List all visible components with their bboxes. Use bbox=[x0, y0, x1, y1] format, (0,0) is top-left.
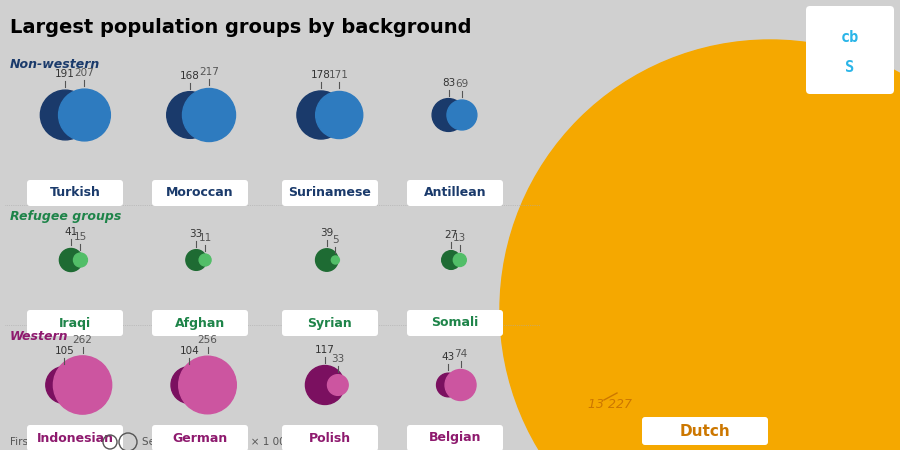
Text: Moroccan: Moroccan bbox=[166, 186, 234, 199]
FancyBboxPatch shape bbox=[282, 310, 378, 336]
Text: Surinamese: Surinamese bbox=[289, 186, 372, 199]
FancyBboxPatch shape bbox=[642, 417, 768, 445]
Text: 207: 207 bbox=[75, 68, 94, 78]
Circle shape bbox=[53, 356, 112, 414]
Text: Belgian: Belgian bbox=[428, 432, 482, 445]
Text: 105: 105 bbox=[54, 346, 74, 356]
Circle shape bbox=[171, 367, 208, 403]
Text: German: German bbox=[173, 432, 228, 445]
Text: 74: 74 bbox=[454, 348, 467, 359]
Circle shape bbox=[166, 92, 213, 138]
FancyBboxPatch shape bbox=[152, 425, 248, 450]
Circle shape bbox=[199, 254, 212, 266]
Circle shape bbox=[316, 249, 338, 271]
Text: Second-generation   × 1 000: Second-generation × 1 000 bbox=[142, 437, 292, 447]
FancyBboxPatch shape bbox=[407, 180, 503, 206]
Circle shape bbox=[454, 253, 466, 266]
FancyBboxPatch shape bbox=[407, 425, 503, 450]
Circle shape bbox=[432, 99, 465, 131]
FancyBboxPatch shape bbox=[282, 425, 378, 450]
Text: 39: 39 bbox=[320, 228, 333, 238]
Circle shape bbox=[447, 100, 477, 130]
Text: Syrian: Syrian bbox=[308, 316, 353, 329]
Text: S: S bbox=[845, 60, 855, 75]
Circle shape bbox=[58, 89, 111, 141]
Circle shape bbox=[46, 367, 83, 404]
Text: 41: 41 bbox=[64, 227, 77, 238]
Circle shape bbox=[297, 91, 345, 139]
Circle shape bbox=[59, 248, 83, 271]
FancyBboxPatch shape bbox=[27, 180, 123, 206]
FancyBboxPatch shape bbox=[806, 6, 894, 94]
Text: 33: 33 bbox=[331, 354, 345, 364]
Circle shape bbox=[446, 369, 476, 400]
Text: Western: Western bbox=[10, 330, 68, 343]
Circle shape bbox=[442, 251, 461, 270]
Text: 191: 191 bbox=[55, 69, 76, 79]
Text: Dutch: Dutch bbox=[680, 423, 731, 438]
Text: Refugee groups: Refugee groups bbox=[10, 210, 122, 223]
Circle shape bbox=[74, 253, 87, 267]
FancyBboxPatch shape bbox=[27, 310, 123, 336]
Circle shape bbox=[500, 40, 900, 450]
Text: 15: 15 bbox=[74, 232, 87, 242]
Text: Polish: Polish bbox=[309, 432, 351, 445]
FancyBboxPatch shape bbox=[27, 425, 123, 450]
FancyBboxPatch shape bbox=[152, 310, 248, 336]
Text: 69: 69 bbox=[455, 79, 469, 89]
Circle shape bbox=[331, 256, 339, 264]
Text: Turkish: Turkish bbox=[50, 186, 101, 199]
Text: 83: 83 bbox=[442, 77, 455, 88]
Circle shape bbox=[328, 375, 348, 396]
Circle shape bbox=[183, 89, 236, 141]
Circle shape bbox=[40, 90, 90, 140]
Text: 256: 256 bbox=[198, 335, 218, 345]
FancyBboxPatch shape bbox=[152, 180, 248, 206]
Circle shape bbox=[305, 365, 345, 405]
Text: 43: 43 bbox=[442, 352, 455, 362]
Text: Somali: Somali bbox=[431, 316, 479, 329]
Text: 171: 171 bbox=[329, 71, 349, 81]
Circle shape bbox=[316, 91, 363, 139]
Text: Iraqi: Iraqi bbox=[58, 316, 91, 329]
Text: 217: 217 bbox=[199, 68, 219, 77]
Text: First-generation: First-generation bbox=[10, 437, 93, 447]
FancyBboxPatch shape bbox=[407, 310, 503, 336]
Text: Antillean: Antillean bbox=[424, 186, 486, 199]
Text: 11: 11 bbox=[199, 233, 212, 243]
Text: 117: 117 bbox=[315, 345, 335, 355]
Text: 13 227: 13 227 bbox=[588, 399, 632, 411]
Circle shape bbox=[436, 373, 460, 397]
Text: 27: 27 bbox=[445, 230, 458, 240]
Text: cb: cb bbox=[841, 31, 859, 45]
Text: 104: 104 bbox=[179, 346, 199, 356]
Circle shape bbox=[186, 250, 206, 270]
FancyBboxPatch shape bbox=[282, 180, 378, 206]
Circle shape bbox=[179, 356, 237, 414]
Text: 33: 33 bbox=[190, 229, 203, 238]
Text: 13: 13 bbox=[454, 233, 466, 243]
Text: Non-western: Non-western bbox=[10, 58, 100, 71]
Text: Largest population groups by background: Largest population groups by background bbox=[10, 18, 472, 37]
Text: Indonesian: Indonesian bbox=[37, 432, 113, 445]
Text: 262: 262 bbox=[73, 335, 93, 345]
Text: 5: 5 bbox=[332, 235, 338, 245]
Text: 178: 178 bbox=[311, 70, 331, 80]
Text: 168: 168 bbox=[180, 71, 200, 81]
Text: Afghan: Afghan bbox=[175, 316, 225, 329]
